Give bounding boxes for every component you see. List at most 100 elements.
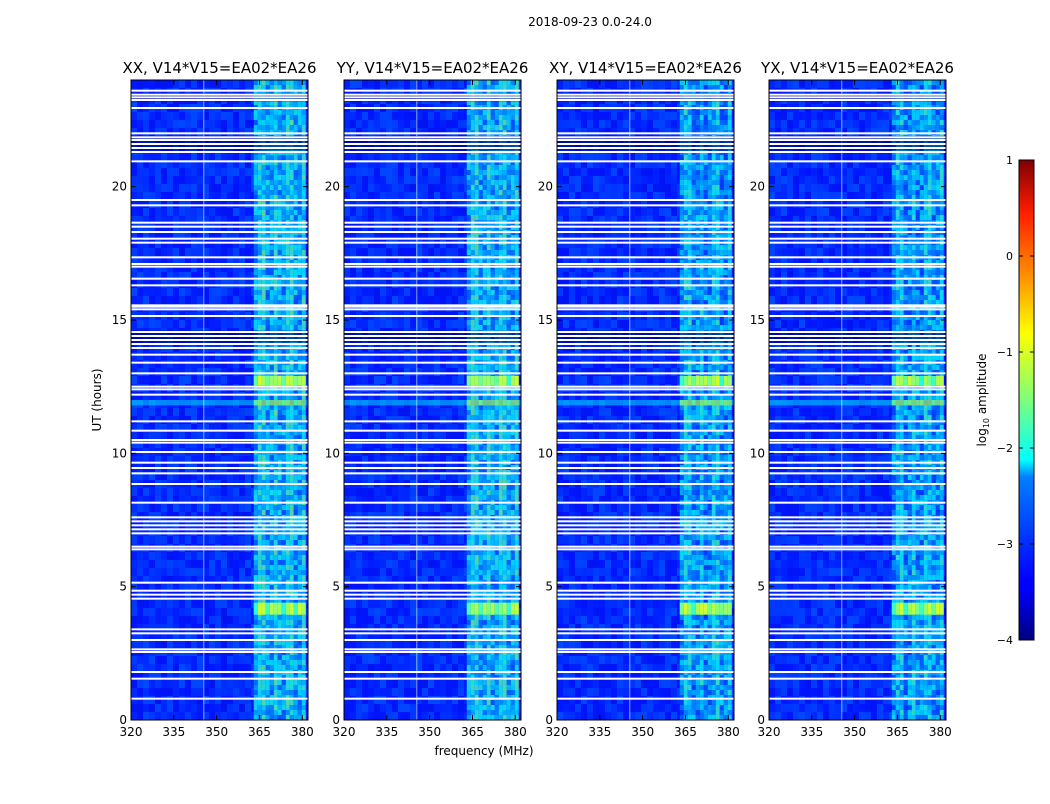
noise-cell bbox=[209, 112, 215, 120]
noise-cell bbox=[215, 288, 221, 296]
rfi-cell bbox=[274, 560, 278, 565]
rfi-cell bbox=[262, 700, 266, 705]
noise-cell bbox=[185, 624, 191, 632]
rfi-cell bbox=[286, 425, 290, 430]
rfi-cell bbox=[298, 505, 302, 510]
noise-cell bbox=[191, 384, 197, 392]
noise-cell bbox=[446, 120, 452, 128]
burst-cell bbox=[290, 603, 294, 615]
flagged-row bbox=[131, 386, 308, 388]
rfi-cell bbox=[298, 115, 302, 120]
noise-cell bbox=[215, 200, 221, 208]
rfi-cell bbox=[290, 300, 294, 305]
rfi-cell bbox=[290, 395, 294, 400]
rfi-cell bbox=[290, 575, 294, 580]
noise-cell bbox=[131, 192, 137, 200]
noise-cell bbox=[149, 624, 155, 632]
rfi-cell bbox=[266, 325, 270, 330]
noise-cell bbox=[227, 168, 233, 176]
rfi-cell bbox=[274, 395, 278, 400]
rfi-cell bbox=[258, 250, 262, 255]
rfi-cell bbox=[286, 560, 290, 565]
noise-cell bbox=[155, 240, 161, 248]
noise-cell bbox=[143, 392, 149, 400]
noise-cell bbox=[179, 408, 185, 416]
noise-cell bbox=[179, 360, 185, 368]
noise-cell bbox=[197, 112, 203, 120]
rfi-cell bbox=[290, 715, 294, 720]
noise-cell bbox=[434, 176, 440, 184]
noise-cell bbox=[392, 120, 398, 128]
rfi-cell bbox=[302, 115, 306, 120]
noise-cell bbox=[221, 168, 227, 176]
noise-cell bbox=[428, 176, 434, 184]
noise-cell bbox=[434, 112, 440, 120]
noise-cell bbox=[173, 288, 179, 296]
noise-cell bbox=[368, 120, 374, 128]
rfi-cell bbox=[274, 185, 278, 190]
noise-cell bbox=[215, 280, 221, 288]
rfi-cell bbox=[302, 615, 306, 620]
rfi-cell bbox=[302, 170, 306, 175]
rfi-cell bbox=[254, 170, 258, 175]
rfi-cell bbox=[266, 475, 270, 480]
rfi-cell bbox=[282, 365, 286, 370]
noise-cell bbox=[434, 224, 440, 232]
noise-cell bbox=[143, 616, 149, 624]
noise-cell bbox=[374, 280, 380, 288]
noise-cell bbox=[428, 224, 434, 232]
noise-cell bbox=[458, 168, 464, 176]
rfi-cell bbox=[274, 655, 278, 660]
rfi-cell bbox=[258, 320, 262, 325]
rfi-cell bbox=[282, 685, 286, 690]
noise-cell bbox=[245, 288, 251, 296]
rfi-cell bbox=[262, 320, 266, 325]
rfi-cell bbox=[262, 560, 266, 565]
noise-cell bbox=[434, 240, 440, 248]
rfi-cell bbox=[254, 620, 258, 625]
noise-cell bbox=[155, 696, 161, 704]
noise-cell bbox=[173, 704, 179, 712]
noise-cell bbox=[221, 392, 227, 400]
noise-cell bbox=[344, 168, 350, 176]
noise-cell bbox=[143, 320, 149, 328]
noise-cell bbox=[362, 128, 368, 136]
rfi-cell bbox=[274, 320, 278, 325]
noise-cell bbox=[155, 568, 161, 576]
rfi-cell bbox=[302, 495, 306, 500]
flagged-row bbox=[131, 222, 308, 224]
noise-cell bbox=[137, 360, 143, 368]
noise-cell bbox=[458, 280, 464, 288]
rfi-cell bbox=[282, 295, 286, 300]
noise-cell bbox=[386, 184, 392, 192]
noise-cell bbox=[392, 224, 398, 232]
rfi-cell bbox=[274, 680, 278, 685]
noise-cell bbox=[131, 168, 137, 176]
rfi-cell bbox=[290, 615, 294, 620]
rfi-cell bbox=[254, 660, 258, 665]
noise-cell bbox=[410, 112, 416, 120]
noise-cell bbox=[131, 248, 137, 256]
rfi-cell bbox=[262, 665, 266, 670]
rfi-cell bbox=[282, 190, 286, 195]
rfi-cell bbox=[274, 550, 278, 555]
noise-cell bbox=[155, 360, 161, 368]
broadband-burst bbox=[131, 400, 308, 405]
noise-cell bbox=[185, 712, 191, 720]
rfi-cell bbox=[282, 290, 286, 295]
noise-cell bbox=[155, 352, 161, 360]
noise-cell bbox=[356, 280, 362, 288]
rfi-cell bbox=[294, 85, 298, 90]
noise-cell bbox=[239, 192, 245, 200]
noise-cell bbox=[245, 280, 251, 288]
rfi-cell bbox=[294, 325, 298, 330]
noise-cell bbox=[167, 656, 173, 664]
rfi-cell bbox=[266, 395, 270, 400]
noise-cell bbox=[221, 224, 227, 232]
rfi-cell bbox=[298, 280, 302, 285]
rfi-cell bbox=[254, 715, 258, 720]
noise-cell bbox=[143, 208, 149, 216]
rfi-cell bbox=[282, 615, 286, 620]
noise-cell bbox=[191, 360, 197, 368]
rfi-cell bbox=[282, 425, 286, 430]
